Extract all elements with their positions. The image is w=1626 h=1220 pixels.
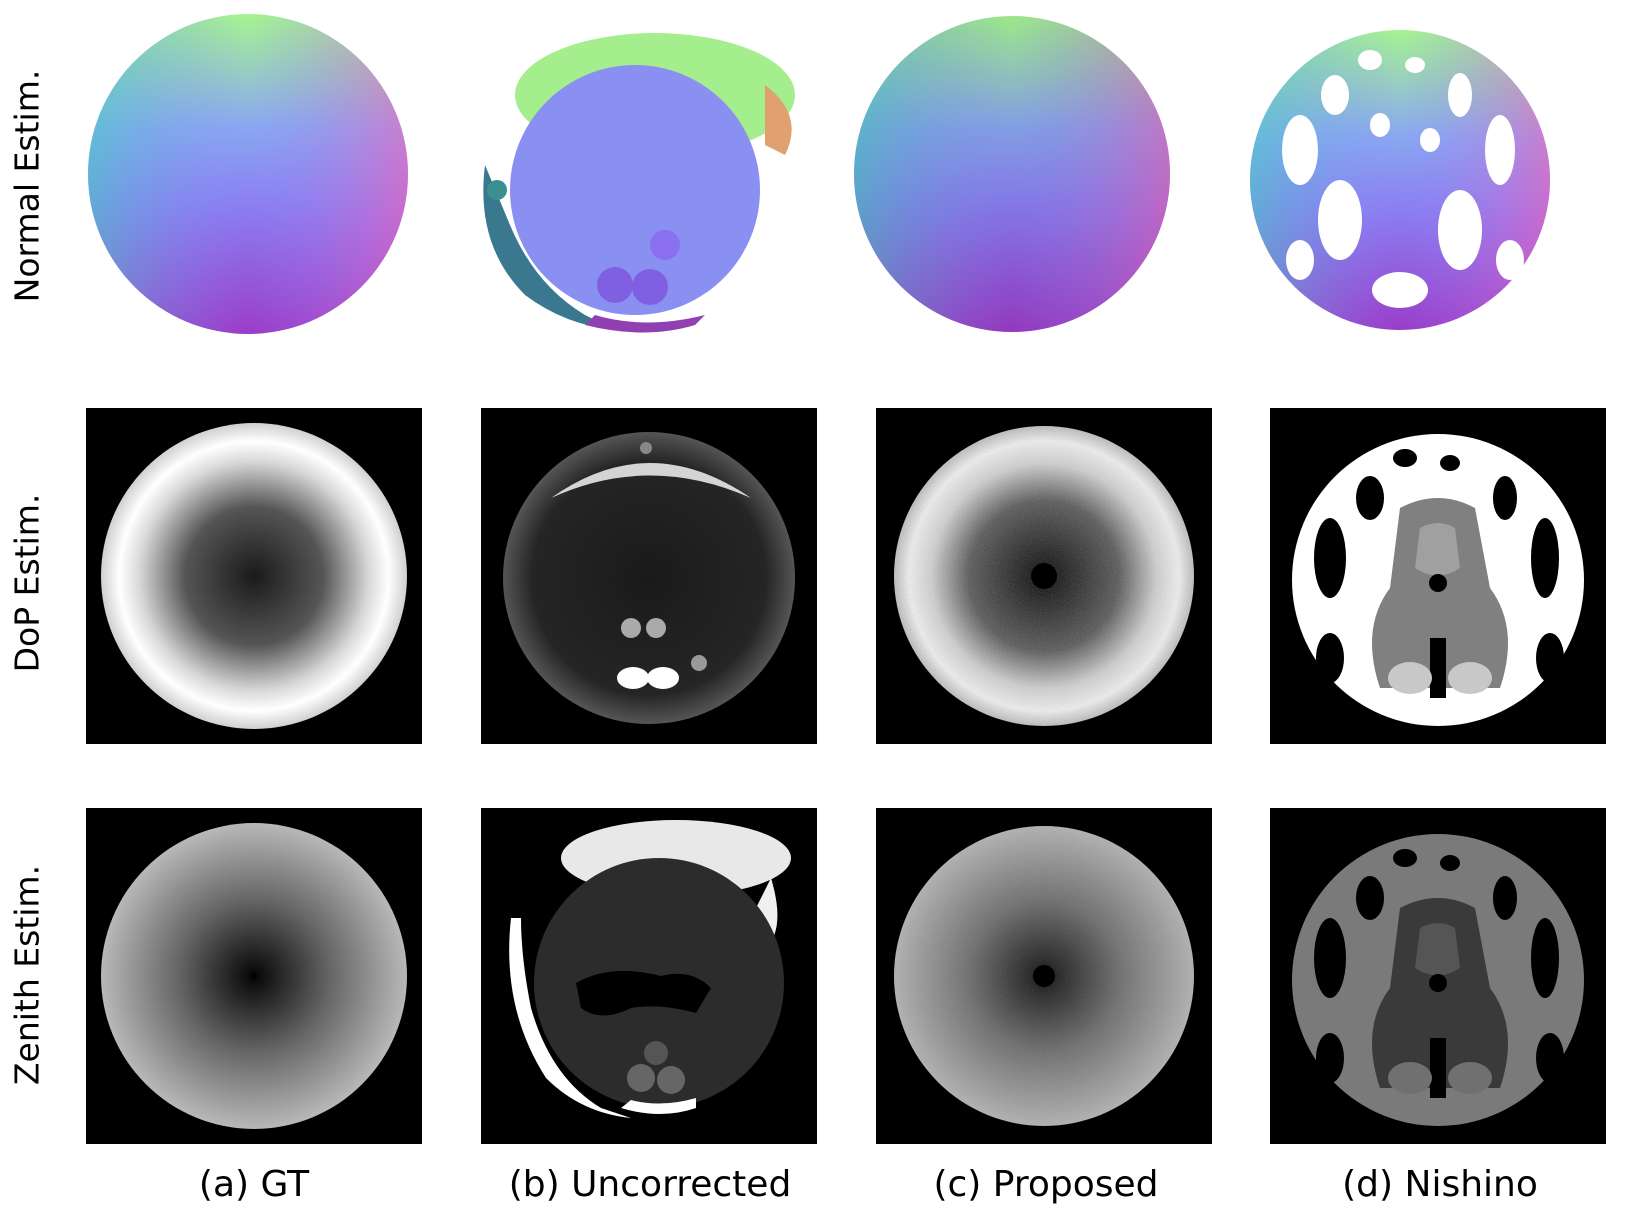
normal-nishino-panel [1240,20,1560,340]
row-label-dop: DoP Estim. [7,493,47,673]
col-label-gt: (a) GT [198,1164,310,1205]
col-label-proposed: (c) Proposed [933,1164,1159,1205]
dop-nishino-panel [1270,408,1606,744]
dop-uncorrected-panel [481,408,817,744]
zenith-gt-panel [86,808,422,1144]
normal-gt-panel [88,14,408,334]
zenith-proposed-panel [876,808,1212,1144]
zenith-uncorrected-panel [481,808,817,1144]
row-label-normal: Normal Estim. [7,69,47,303]
col-label-uncorrected: (b) Uncorrected [508,1164,792,1205]
dop-proposed-panel [876,408,1212,744]
col-label-nishino: (d) Nishino [1342,1164,1538,1205]
normal-proposed-panel [852,14,1172,334]
dop-gt-panel [86,408,422,744]
normal-uncorrected-panel [465,25,815,345]
row-label-zenith: Zenith Estim. [7,864,47,1086]
zenith-nishino-panel [1270,808,1606,1144]
